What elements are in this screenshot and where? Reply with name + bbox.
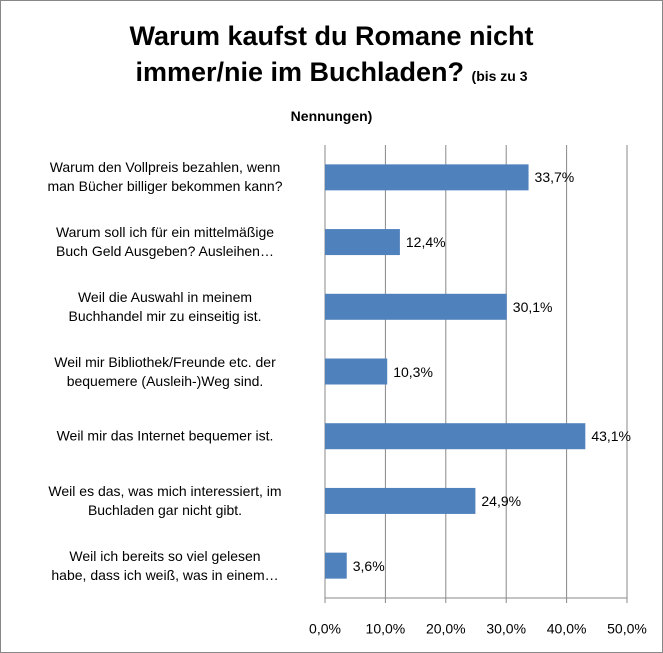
y-tick-label: Weil die Auswahl in meinem Buchhandel mi… (68, 288, 262, 324)
data-label: 24,9% (481, 492, 522, 509)
bar (325, 487, 476, 514)
bar (325, 164, 529, 191)
title-block: Warum kaufst du Romane nicht immer/nie i… (100, 18, 563, 134)
x-tick-label: 30,0% (486, 621, 526, 637)
data-label: 33,7% (534, 169, 575, 186)
y-tick-label: Weil mir das Internet bequemer ist. (56, 427, 274, 444)
chart-title: Warum kaufst du Romane nicht immer/nie i… (129, 21, 534, 87)
y-tick-label: Warum soll ich für ein mittelmäßige Buch… (55, 224, 275, 260)
x-tick-label: 40,0% (547, 621, 587, 637)
x-tick-label: 20,0% (426, 621, 466, 637)
data-label: 30,1% (512, 298, 553, 315)
x-tick-label: 10,0% (366, 621, 406, 637)
data-label: 12,4% (405, 234, 446, 251)
x-tick-label: 50,0% (607, 621, 647, 637)
chart-subtitle: (bis zu 3 Nennungen) (290, 68, 528, 124)
y-tick-label: Warum den Vollpreis bezahlen, wenn man B… (47, 159, 283, 195)
data-label: 10,3% (393, 363, 433, 380)
y-tick-label: Weil mir Bibliothek/Freunde etc. der beq… (54, 353, 276, 389)
bar (325, 552, 347, 579)
bar (325, 229, 400, 256)
bar (325, 423, 586, 450)
y-tick-label: Weil es das, was mich interessiert, im B… (48, 482, 282, 518)
x-tick-label: 0,0% (309, 621, 341, 637)
y-tick-label: Weil ich bereits so viel gelesen habe, d… (51, 547, 279, 583)
data-label: 3,6% (352, 557, 385, 574)
bar (325, 293, 507, 320)
bar (325, 358, 388, 385)
data-label: 43,1% (591, 428, 632, 445)
